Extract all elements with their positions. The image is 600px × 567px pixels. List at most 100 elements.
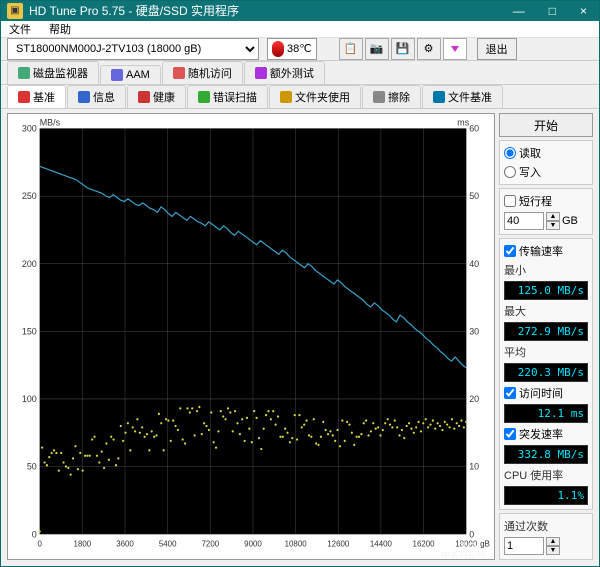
results-group: 传输速率 最小 125.0 MB/s 最大 272.9 MB/s 平均 220.…	[499, 238, 593, 510]
tab-信息[interactable]: 信息	[67, 85, 126, 108]
min-label: 最小	[504, 262, 588, 278]
tab-icon	[78, 91, 90, 103]
tab-icon	[18, 67, 30, 79]
svg-text:1800: 1800	[74, 539, 92, 548]
avg-label: 平均	[504, 344, 588, 360]
screenshot-icon[interactable]: 📷	[365, 38, 389, 60]
svg-text:gB: gB	[480, 539, 490, 548]
svg-text:9000: 9000	[244, 539, 262, 548]
tab-icon	[255, 67, 267, 79]
svg-text:16200: 16200	[413, 539, 436, 548]
maximize-button[interactable]: □	[543, 4, 562, 18]
max-value: 272.9 MB/s	[504, 322, 588, 341]
svg-text:60: 60	[469, 123, 479, 133]
svg-text:300: 300	[22, 123, 37, 133]
tab-文件基准[interactable]: 文件基准	[422, 85, 503, 108]
drive-select[interactable]: ST18000NM000J-2TV103 (18000 gB)	[7, 38, 259, 60]
tab-icon	[433, 91, 445, 103]
chart: 0501001502002503000102030405060018003600…	[7, 113, 495, 560]
chart-area: 0501001502002503000102030405060018003600…	[7, 113, 495, 560]
temperature-badge: 38℃	[267, 38, 317, 60]
app-window: ▣ HD Tune Pro 5.75 - 硬盘/SSD 实用程序 — □ × 文…	[0, 0, 600, 567]
toolbar: ST18000NM000J-2TV103 (18000 gB) 38℃ 📋 📷 …	[1, 38, 599, 61]
tab-随机访问[interactable]: 随机访问	[162, 61, 243, 84]
content-area: 0501001502002503000102030405060018003600…	[1, 109, 599, 566]
svg-text:250: 250	[22, 191, 37, 201]
shortstroke-check[interactable]: 短行程	[504, 193, 588, 209]
svg-text:150: 150	[22, 326, 37, 336]
app-icon: ▣	[7, 3, 23, 19]
exit-button[interactable]: 退出	[477, 38, 517, 60]
svg-text:0: 0	[32, 529, 37, 539]
svg-text:7200: 7200	[202, 539, 220, 548]
svg-text:20: 20	[469, 394, 479, 404]
svg-text:100: 100	[22, 394, 37, 404]
svg-text:40: 40	[469, 259, 479, 269]
max-label: 最大	[504, 303, 588, 319]
tab-健康[interactable]: 健康	[127, 85, 186, 108]
thermometer-icon	[272, 41, 284, 57]
down-icon[interactable]	[443, 38, 467, 60]
tab-icon	[198, 91, 210, 103]
avg-value: 220.3 MB/s	[504, 363, 588, 382]
svg-text:18000: 18000	[455, 539, 478, 548]
svg-text:200: 200	[22, 259, 37, 269]
passes-group: 通过次数 ▲▼	[499, 513, 593, 560]
svg-text:10: 10	[469, 461, 479, 471]
xfer-check[interactable]: 传输速率	[504, 243, 588, 259]
shortstroke-spinner[interactable]: ▲▼ GB	[504, 212, 588, 230]
tab-icon	[373, 91, 385, 103]
tabs-row-top: 磁盘监视器AAM随机访问额外测试	[1, 61, 599, 85]
menubar: 文件 帮助	[1, 21, 599, 38]
svg-text:14400: 14400	[370, 539, 393, 548]
passes-spinner[interactable]: ▲▼	[504, 537, 588, 555]
tool-icons: 📋 📷 💾 ⚙	[339, 38, 467, 60]
copy-icon[interactable]: 📋	[339, 38, 363, 60]
svg-text:MB/s: MB/s	[40, 117, 61, 127]
tab-基准[interactable]: 基准	[7, 85, 66, 108]
svg-text:50: 50	[469, 191, 479, 201]
tab-icon	[18, 91, 30, 103]
svg-text:10800: 10800	[285, 539, 308, 548]
tab-icon	[111, 69, 123, 81]
mode-group: 读取 写入	[499, 140, 593, 185]
settings-icon[interactable]: ⚙	[417, 38, 441, 60]
menu-help[interactable]: 帮助	[49, 21, 71, 37]
tab-额外测试[interactable]: 额外测试	[244, 61, 325, 84]
read-radio[interactable]: 读取	[504, 145, 588, 161]
tab-icon	[173, 67, 185, 79]
tab-擦除[interactable]: 擦除	[362, 85, 421, 108]
svg-text:30: 30	[469, 326, 479, 336]
side-panel: 开始 读取 写入 短行程 ▲▼ GB 传输速率 最小 125.0 MB/s 最大…	[499, 113, 593, 560]
cpu-label: CPU 使用率	[504, 467, 588, 483]
window-title: HD Tune Pro 5.75 - 硬盘/SSD 实用程序	[29, 2, 507, 19]
svg-text:3600: 3600	[116, 539, 134, 548]
min-value: 125.0 MB/s	[504, 281, 588, 300]
shortstroke-group: 短行程 ▲▼ GB	[499, 188, 593, 235]
titlebar: ▣ HD Tune Pro 5.75 - 硬盘/SSD 实用程序 — □ ×	[1, 1, 599, 21]
access-check[interactable]: 访问时间	[504, 385, 588, 401]
svg-text:12600: 12600	[327, 539, 350, 548]
write-radio[interactable]: 写入	[504, 164, 588, 180]
tab-AAM[interactable]: AAM	[100, 65, 161, 84]
start-button[interactable]: 开始	[499, 113, 593, 137]
menu-file[interactable]: 文件	[9, 21, 31, 37]
burst-value: 332.8 MB/s	[504, 445, 588, 464]
close-button[interactable]: ×	[574, 4, 593, 18]
tabs-row-bottom: 基准信息健康错误扫描文件夹使用擦除文件基准	[1, 85, 599, 109]
svg-text:0: 0	[469, 529, 474, 539]
svg-text:50: 50	[27, 461, 37, 471]
access-value: 12.1 ms	[504, 404, 588, 423]
svg-text:5400: 5400	[159, 539, 177, 548]
tab-icon	[280, 91, 292, 103]
cpu-value: 1.1%	[504, 486, 588, 505]
tab-icon	[138, 91, 150, 103]
passes-label: 通过次数	[504, 518, 588, 534]
tab-文件夹使用[interactable]: 文件夹使用	[269, 85, 361, 108]
save-icon[interactable]: 💾	[391, 38, 415, 60]
svg-text:ms: ms	[457, 117, 469, 127]
burst-check[interactable]: 突发速率	[504, 426, 588, 442]
tab-错误扫描[interactable]: 错误扫描	[187, 85, 268, 108]
minimize-button[interactable]: —	[507, 4, 531, 18]
tab-磁盘监视器[interactable]: 磁盘监视器	[7, 61, 99, 84]
